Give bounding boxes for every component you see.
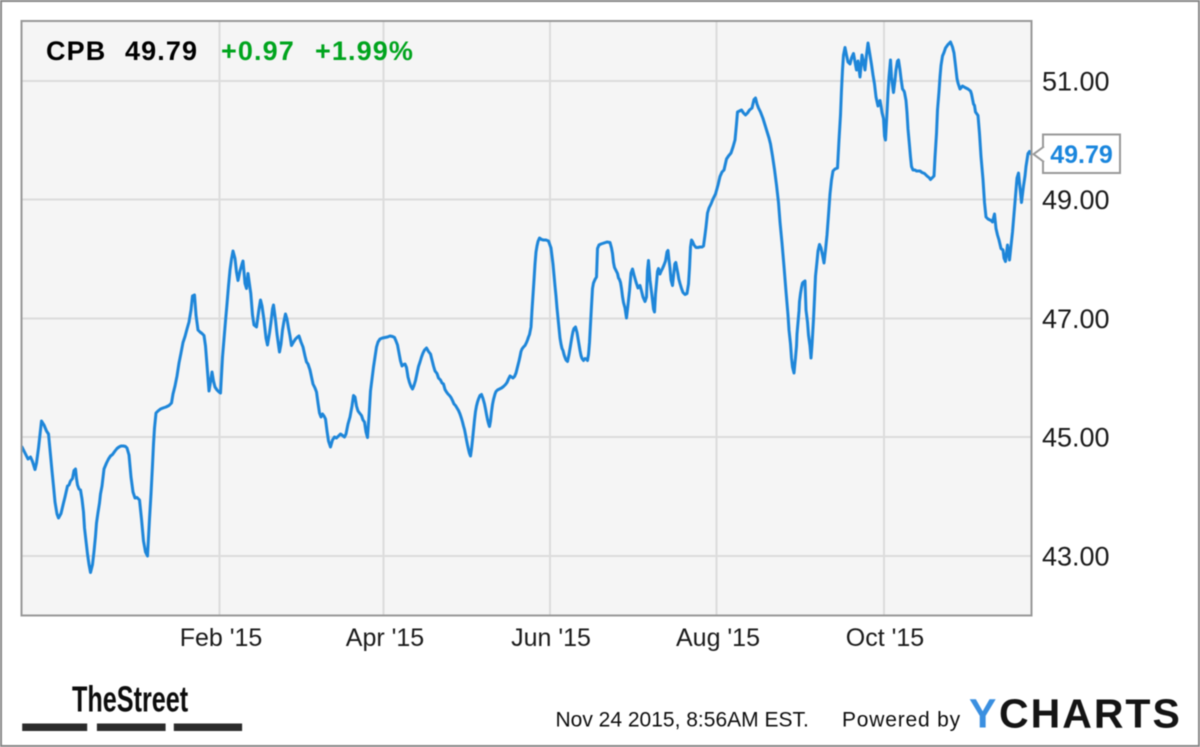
svg-text:+1.99%: +1.99% bbox=[315, 36, 414, 66]
svg-text:49.79: 49.79 bbox=[1050, 141, 1113, 169]
svg-text:CHARTS: CHARTS bbox=[999, 691, 1182, 737]
svg-text:49.00: 49.00 bbox=[1042, 185, 1110, 215]
svg-text:Apr '15: Apr '15 bbox=[346, 624, 424, 652]
svg-text:Nov 24 2015, 8:56AM EST.: Nov 24 2015, 8:56AM EST. bbox=[556, 709, 809, 732]
svg-text:45.00: 45.00 bbox=[1042, 423, 1110, 453]
svg-text:Aug '15: Aug '15 bbox=[676, 624, 760, 652]
svg-text:Feb '15: Feb '15 bbox=[180, 624, 263, 652]
svg-text:51.00: 51.00 bbox=[1042, 67, 1110, 97]
svg-text:47.00: 47.00 bbox=[1042, 304, 1110, 334]
svg-text:+0.97: +0.97 bbox=[221, 36, 295, 66]
svg-text:Y: Y bbox=[969, 691, 998, 737]
svg-text:Powered by: Powered by bbox=[842, 709, 961, 732]
svg-text:43.00: 43.00 bbox=[1042, 542, 1110, 572]
svg-text:CPB: CPB bbox=[46, 36, 106, 66]
svg-text:TheStreet: TheStreet bbox=[72, 679, 188, 720]
svg-text:Oct '15: Oct '15 bbox=[846, 624, 924, 652]
svg-text:Jun '15: Jun '15 bbox=[511, 624, 591, 652]
svg-text:49.79: 49.79 bbox=[125, 36, 198, 66]
